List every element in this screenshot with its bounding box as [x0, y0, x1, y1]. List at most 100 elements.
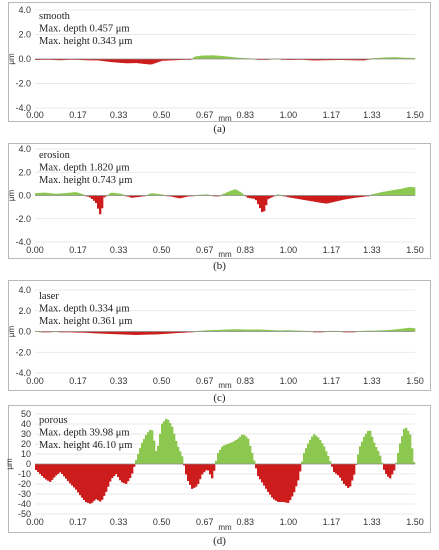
profile-bar: [333, 59, 336, 61]
profile-bar: [91, 59, 94, 61]
profile-bar: [231, 442, 234, 464]
profile-bar: [111, 331, 114, 335]
profile-bar: [75, 464, 78, 490]
profile-bar: [413, 328, 416, 332]
profile-bar: [103, 195, 106, 198]
profile-bar: [127, 195, 130, 197]
profile-bar: [111, 464, 114, 479]
profile-bar: [331, 195, 334, 203]
profile-bar: [115, 331, 118, 335]
x-tick-label: 0.00: [26, 245, 44, 255]
profile-bar: [109, 464, 112, 482]
profile-bar: [119, 59, 122, 63]
y-tick-label: 10: [21, 449, 31, 459]
profile-bar: [349, 59, 352, 61]
profile-bar: [105, 59, 108, 62]
profile-bar: [147, 194, 150, 196]
profile-bar: [113, 464, 116, 477]
profile-bar: [275, 330, 278, 332]
profile-bar: [37, 59, 40, 60]
profile-bar: [387, 190, 390, 196]
profile-bar: [385, 330, 388, 332]
profile-bar: [145, 331, 148, 335]
profile-bar: [129, 59, 132, 64]
profile-bar: [73, 59, 76, 60]
profile-bar: [57, 193, 60, 196]
profile-bar: [391, 190, 394, 196]
profile-bar: [215, 55, 218, 59]
profile-bar: [39, 59, 42, 60]
profile-bar: [209, 464, 212, 475]
profile-bar: [181, 195, 184, 198]
profile-bar: [105, 331, 108, 334]
profile-bar: [35, 59, 38, 60]
profile-bar: [107, 331, 110, 334]
profile-bar: [281, 59, 284, 60]
profile-bar: [317, 59, 320, 61]
profile-bar: [213, 464, 216, 471]
x-tick-label: 1.33: [363, 376, 381, 386]
profile-bar: [259, 195, 262, 209]
profile-bar: [63, 59, 66, 61]
profile-bar: [277, 330, 280, 332]
profile-bar: [317, 437, 320, 464]
profile-bar: [311, 59, 314, 61]
profile-bar: [169, 59, 172, 61]
profile-bar: [235, 57, 238, 59]
profile-bar: [157, 331, 160, 335]
profile-bar: [45, 59, 48, 60]
profile-bar: [383, 464, 386, 470]
profile-bar: [301, 195, 304, 200]
profile-bar: [405, 187, 408, 196]
profile-bar: [261, 329, 264, 332]
profile-bar: [295, 195, 298, 199]
profile-bar: [389, 57, 392, 59]
profile-bar: [265, 464, 268, 489]
profile-bar: [381, 57, 384, 59]
profile-bar: [81, 59, 84, 61]
profile-bar: [239, 436, 242, 464]
profile-bar: [249, 329, 252, 332]
profile-bar: [193, 57, 196, 59]
x-tick-label: 0.83: [237, 110, 255, 120]
profile-bar: [369, 430, 372, 464]
profile-bar: [399, 188, 402, 196]
profile-bar: [261, 59, 264, 60]
profile-bar: [97, 331, 100, 334]
profile-bar: [349, 464, 352, 487]
profile-bar: [233, 57, 236, 59]
profile-bar: [79, 331, 82, 333]
profile-bar: [243, 58, 246, 59]
profile-bar: [71, 464, 74, 486]
profile-bar: [53, 193, 56, 196]
profile-bar: [217, 195, 220, 197]
profile-bar: [287, 195, 290, 198]
profile-bar: [155, 450, 158, 464]
profile-bar: [263, 59, 266, 60]
profile-bar: [197, 464, 200, 484]
profile-bar: [403, 328, 406, 332]
profile-bar: [171, 426, 174, 464]
profile-bar: [67, 192, 70, 196]
profile-bar: [287, 59, 290, 60]
profile-bar: [161, 331, 164, 335]
profile-bar: [97, 464, 100, 501]
profile-bar: [89, 195, 92, 198]
annotation-text: smooth: [39, 11, 71, 22]
profile-bar: [347, 59, 350, 61]
profile-bar: [77, 192, 80, 196]
profile-bar: [91, 464, 94, 503]
y-tick-label: 2.0: [18, 167, 31, 177]
profile-bar: [163, 59, 166, 61]
profile-bar: [103, 331, 106, 334]
profile-bar: [91, 195, 94, 199]
profile-bar: [193, 464, 196, 488]
profile-bar: [329, 195, 332, 203]
panel-b: 4.0 2.0 0.0 -2.0 -4.0 0.00 0.17 0.33 0.50 0.67 0.8…: [0, 137, 439, 276]
profile-bar: [281, 464, 284, 502]
profile-bar: [149, 193, 152, 196]
profile-bar: [147, 432, 150, 464]
profile-bar: [233, 441, 236, 464]
profile-bar: [199, 464, 202, 480]
